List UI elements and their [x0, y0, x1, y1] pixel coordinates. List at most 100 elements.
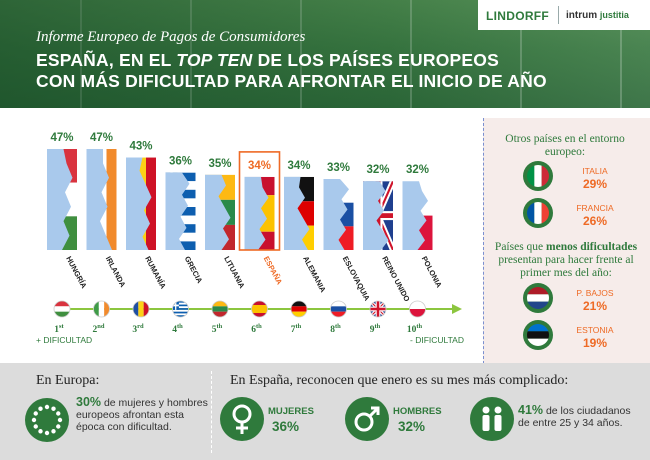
- rank-label-0: 1st: [54, 323, 64, 335]
- logo-divider: [558, 6, 559, 24]
- rank-flag-9: [409, 301, 426, 317]
- less-title-a: Países que: [494, 241, 547, 253]
- others-name-francia: FRANCIA: [576, 203, 614, 213]
- others-name-italia: ITALIA: [582, 166, 608, 176]
- eu-star: [57, 417, 63, 423]
- justitia-text: justitia: [599, 10, 629, 20]
- category-label-4: LITUANIA: [222, 255, 247, 291]
- europe-text: de mujeres y hombres europeos afrontan e…: [76, 397, 208, 433]
- bar-sky-4: [205, 174, 231, 250]
- logo-bar: LINDORFF intrum justitia: [478, 0, 650, 30]
- category-label-2: RUMANÍA: [143, 255, 168, 291]
- others-value-italia: 29%: [582, 177, 608, 191]
- less-title-b: menos dificultades: [546, 241, 638, 253]
- eu-star: [31, 417, 37, 423]
- title-part: ESPAÑA, EN EL: [36, 50, 177, 70]
- rank-label-9: 10th: [407, 323, 423, 335]
- rank-label-8: 9th: [370, 323, 381, 335]
- eu-stars-icon: [25, 398, 69, 442]
- bar-sky-5: [244, 176, 269, 250]
- rank-flag-8: [370, 301, 386, 317]
- people-icon: [470, 397, 514, 441]
- rank-flag-2: [133, 301, 149, 317]
- category-label-0: HUNGRÍA: [64, 255, 89, 291]
- rank-flag-5: [251, 301, 268, 317]
- timeline-arrow: [452, 304, 462, 314]
- age-stat: 41% de los ciudadanos de entre 25 y 34 a…: [518, 404, 640, 429]
- men-label: HOMBRES: [393, 406, 442, 417]
- bar-sky-7: [323, 179, 349, 250]
- value-label-4: 35%: [208, 158, 231, 170]
- less-difficulty-title: Países que menos dificultades presentan …: [489, 241, 643, 280]
- value-label-5: 34%: [248, 160, 271, 172]
- title-part-italic: TOP TEN: [176, 50, 253, 70]
- bar-sky-8: [363, 181, 389, 250]
- women-value: 36%: [272, 419, 300, 434]
- ranking-chart: 47% HUNGRÍA 47% IRLANDA 43% RUMANÍA 36% GRECIA 3…: [36, 132, 464, 345]
- eu-star: [38, 406, 43, 411]
- bottom-divider: [211, 371, 212, 453]
- rank-label-4: 5th: [212, 323, 223, 335]
- less-name-pbajos: P. BAJOS: [576, 288, 614, 298]
- category-label-7: ESLOVAQUIA: [341, 255, 372, 303]
- value-label-8: 32%: [366, 164, 389, 176]
- age-pct: 41%: [518, 403, 544, 417]
- rank-label-3: 4th: [172, 323, 183, 335]
- rank-flag-3: [172, 301, 189, 317]
- bar-sky-6: [284, 176, 310, 250]
- side-flag-3: [527, 324, 549, 346]
- eu-star: [51, 406, 56, 411]
- bar-sky-3: [165, 172, 190, 250]
- rank-flag-1: [93, 301, 110, 317]
- female-icon: [220, 397, 264, 441]
- less-difficulty-label: - DIFICULTAD: [410, 335, 464, 345]
- bar-sky-1: [86, 148, 112, 250]
- title-part: DE LOS PAÍSES EUROPEOS: [252, 50, 499, 70]
- less-value-estonia: 19%: [582, 336, 608, 350]
- rank-label-5: 6th: [251, 323, 262, 335]
- less-value-pbajos: 21%: [582, 299, 608, 313]
- others-title: Otros países en el entorno europeo:: [505, 133, 625, 158]
- side-flag-1: [527, 202, 549, 224]
- eu-star: [56, 424, 61, 429]
- bar-sky-2: [126, 157, 152, 250]
- rank-flag-4: [212, 301, 228, 317]
- others-value-francia: 26%: [582, 214, 608, 228]
- eu-star: [44, 404, 50, 410]
- eu-star: [33, 424, 38, 429]
- less-name-estonia: ESTONIA: [576, 325, 614, 335]
- rank-flag-0: [54, 301, 70, 317]
- eu-star: [38, 429, 43, 434]
- side-flags: [523, 161, 553, 350]
- category-label-9: POLONIA: [420, 255, 444, 290]
- eu-star: [51, 429, 56, 434]
- age-text: de los ciudadanos de entre 25 y 34 años.: [518, 405, 631, 429]
- category-label-1: IRLANDA: [104, 255, 128, 290]
- rank-label-7: 8th: [330, 323, 341, 335]
- value-label-0: 47%: [50, 132, 73, 144]
- eu-star: [56, 411, 61, 416]
- value-label-2: 43%: [129, 141, 152, 153]
- side-panel: [483, 118, 650, 364]
- value-label-9: 32%: [406, 164, 429, 176]
- rank-label-1: 2nd: [93, 323, 105, 335]
- header-banner: Informe Europeo de Pagos de Consumidores…: [0, 0, 650, 108]
- category-label-6: ALEMANIA: [301, 255, 328, 295]
- intrum-justitia-logo: intrum justitia: [566, 10, 629, 21]
- rank-label-6: 7th: [291, 323, 302, 335]
- side-flag-2: [527, 287, 549, 309]
- men-value: 32%: [398, 419, 426, 434]
- eu-star: [33, 411, 38, 416]
- value-label-7: 33%: [327, 162, 350, 174]
- bottom-band: En Europa: En España, reconocen que ener…: [0, 363, 650, 460]
- spain-title: En España, reconocen que enero es su mes…: [230, 373, 569, 388]
- women-label: MUJERES: [268, 406, 314, 417]
- highlight-box: [238, 151, 281, 251]
- category-label-3: GRECIA: [183, 255, 205, 285]
- more-difficulty-label: + DIFICULTAD: [36, 335, 92, 345]
- value-label-1: 47%: [90, 132, 113, 144]
- eu-star: [44, 430, 50, 436]
- report-subtitle: Informe Europeo de Pagos de Consumidores: [36, 29, 306, 45]
- less-title-c: presentan para hacer frente al primer me…: [498, 254, 634, 279]
- rank-flag-7: [330, 301, 347, 317]
